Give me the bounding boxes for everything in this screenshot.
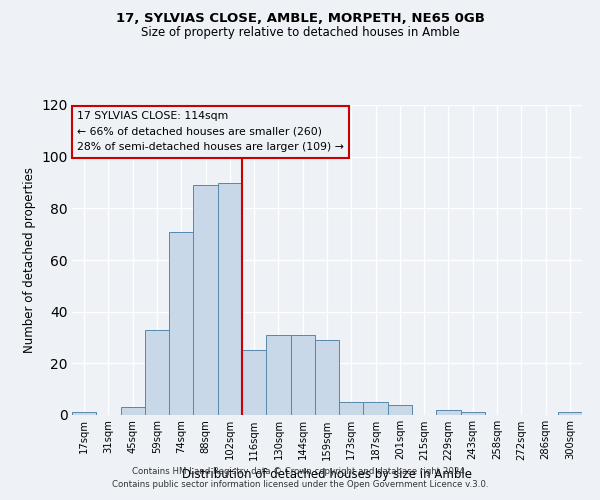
Text: 17 SYLVIAS CLOSE: 114sqm
← 66% of detached houses are smaller (260)
28% of semi-: 17 SYLVIAS CLOSE: 114sqm ← 66% of detach…	[77, 111, 344, 152]
Bar	[364, 402, 388, 415]
Y-axis label: Number of detached properties: Number of detached properties	[23, 167, 36, 353]
Bar	[266, 335, 290, 415]
Text: 17, SYLVIAS CLOSE, AMBLE, MORPETH, NE65 0GB: 17, SYLVIAS CLOSE, AMBLE, MORPETH, NE65 …	[116, 12, 484, 26]
X-axis label: Distribution of detached houses by size in Amble: Distribution of detached houses by size …	[182, 468, 472, 481]
Bar	[145, 330, 169, 415]
Bar	[339, 402, 364, 415]
Bar	[218, 182, 242, 415]
Bar	[558, 412, 582, 415]
Bar	[461, 412, 485, 415]
Text: Size of property relative to detached houses in Amble: Size of property relative to detached ho…	[140, 26, 460, 39]
Bar	[72, 412, 96, 415]
Bar	[169, 232, 193, 415]
Text: Contains HM Land Registry data © Crown copyright and database right 2024.: Contains HM Land Registry data © Crown c…	[132, 467, 468, 476]
Bar	[290, 335, 315, 415]
Bar	[436, 410, 461, 415]
Bar	[315, 340, 339, 415]
Bar	[388, 404, 412, 415]
Bar	[242, 350, 266, 415]
Text: Contains public sector information licensed under the Open Government Licence v.: Contains public sector information licen…	[112, 480, 488, 489]
Bar	[193, 185, 218, 415]
Bar	[121, 407, 145, 415]
